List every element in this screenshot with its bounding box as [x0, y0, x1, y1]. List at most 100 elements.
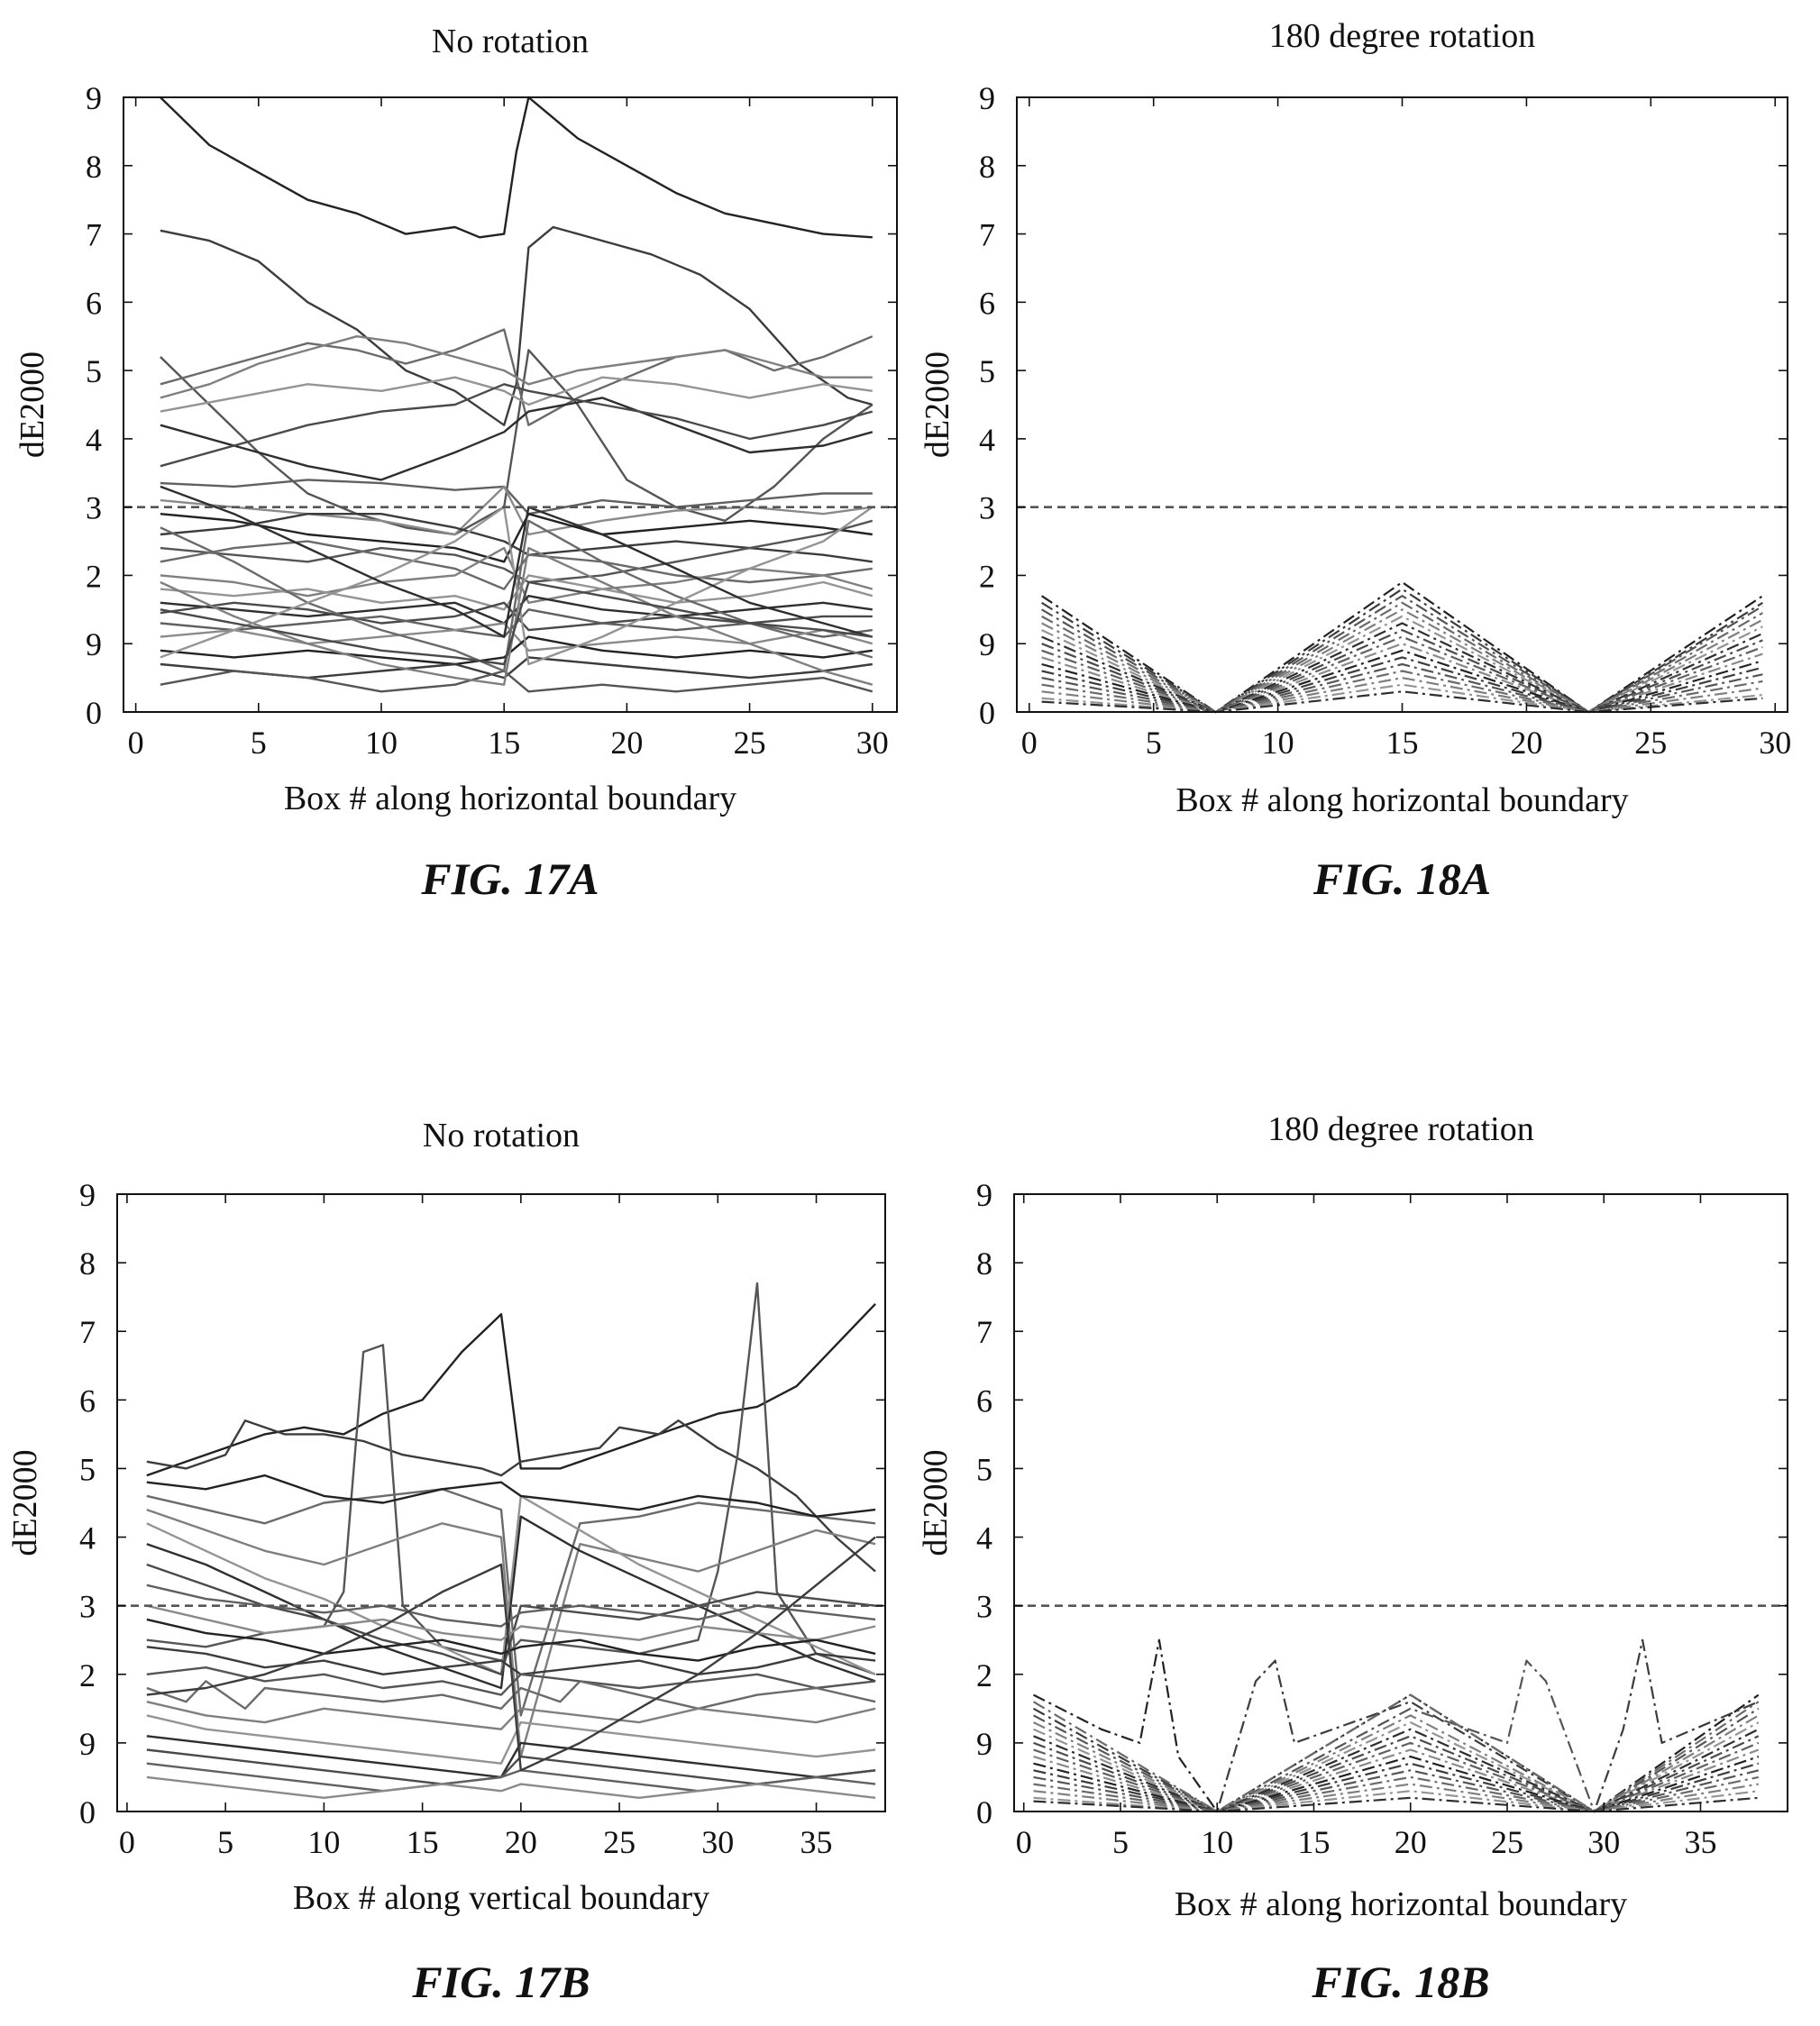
x-tick-label: 10	[365, 725, 398, 761]
figure-label: FIG. 18B	[1311, 1957, 1489, 2007]
x-tick-label: 5	[217, 1824, 233, 1860]
y-tick-label: 2	[79, 1657, 96, 1693]
x-tick-label: 5	[1112, 1824, 1129, 1860]
y-tick-label: 9	[86, 626, 102, 662]
series-line	[1033, 1741, 1760, 1813]
y-tick-label: 9	[979, 626, 995, 662]
series-line	[1033, 1714, 1760, 1813]
y-tick-label: 0	[979, 695, 995, 731]
series-line	[160, 479, 873, 516]
series-line	[1033, 1796, 1759, 1813]
series-line	[146, 1474, 876, 1518]
series-line	[146, 1604, 876, 1641]
series-line	[160, 513, 873, 563]
x-tick-label: 20	[1510, 725, 1542, 761]
series-group	[1040, 580, 1764, 714]
series-group	[1032, 1638, 1760, 1813]
series-line	[1033, 1735, 1760, 1813]
chart-title: No rotation	[423, 1117, 580, 1154]
y-tick-label: 4	[976, 1520, 992, 1556]
series-line	[160, 96, 873, 239]
series-line	[146, 1583, 876, 1628]
series-line	[160, 622, 873, 652]
series-group	[160, 96, 873, 693]
y-tick-label: 4	[979, 422, 995, 458]
y-tick-label: 9	[976, 1177, 992, 1213]
series-line	[1033, 1783, 1759, 1813]
series-line	[146, 1735, 876, 1779]
y-tick-label: 3	[86, 490, 102, 526]
y-axis-label: dE2000	[6, 1449, 44, 1556]
series-group	[146, 1282, 876, 1800]
y-tick-label: 5	[976, 1451, 992, 1487]
series-line	[146, 1536, 876, 1772]
x-tick-label: 35	[1684, 1824, 1716, 1860]
y-tick-label: 0	[79, 1794, 96, 1830]
x-tick-label: 25	[1491, 1824, 1523, 1860]
y-tick-label: 8	[79, 1246, 96, 1282]
series-line	[1041, 628, 1763, 714]
x-tick-label: 15	[1297, 1824, 1330, 1860]
y-tick-label: 0	[976, 1794, 992, 1830]
x-axis-label: Box # along vertical boundary	[293, 1879, 709, 1917]
y-tick-label: 6	[79, 1383, 96, 1419]
series-line	[1041, 690, 1763, 714]
y-tick-label: 3	[979, 490, 995, 526]
series-line	[1041, 649, 1763, 714]
series-line	[160, 485, 873, 638]
x-tick-label: 25	[1634, 725, 1667, 761]
chart-title: 180 degree rotation	[1269, 17, 1535, 55]
y-tick-label: 8	[976, 1246, 992, 1282]
figure-label: FIG. 17B	[411, 1957, 590, 2007]
y-tick-label: 3	[976, 1589, 992, 1625]
x-tick-label: 0	[1016, 1824, 1032, 1860]
figure-label: FIG. 17A	[420, 853, 599, 904]
y-tick-label: 7	[79, 1314, 96, 1350]
series-line	[160, 506, 873, 666]
y-tick-label: 9	[976, 1726, 992, 1762]
series-line	[160, 670, 873, 693]
x-tick-label: 10	[1262, 725, 1294, 761]
fig-17b-chart: No rotation 0 9 2 3 4 5 6 7 8 9 0 5 10 15 20 25 30 35 Box #…	[6, 1117, 886, 2007]
series-line	[1033, 1748, 1760, 1813]
y-tick-label: 5	[86, 353, 102, 389]
series-line	[1041, 670, 1763, 714]
series-line	[1033, 1775, 1760, 1813]
series-line	[1041, 643, 1763, 714]
y-tick-label: 9	[79, 1177, 96, 1213]
series-line	[146, 1302, 876, 1477]
x-tick-label: 30	[701, 1824, 734, 1860]
y-tick-label: 4	[86, 422, 102, 458]
x-tick-label: 0	[119, 1824, 135, 1860]
x-tick-label: 0	[1021, 725, 1038, 761]
x-tick-label: 20	[1395, 1824, 1427, 1860]
y-tick-label: 8	[979, 149, 995, 185]
y-tick-label: 6	[979, 285, 995, 321]
series-line	[146, 1775, 876, 1800]
series-line	[160, 595, 873, 625]
series-line	[1033, 1769, 1760, 1813]
y-tick-label: 6	[86, 285, 102, 321]
x-axis-label: Box # along horizontal boundary	[1175, 781, 1628, 819]
series-line	[146, 1618, 876, 1662]
chart-title: 180 degree rotation	[1267, 1110, 1533, 1148]
series-line	[160, 546, 873, 686]
series-line	[146, 1563, 876, 1676]
x-tick-label: 0	[128, 725, 144, 761]
x-axis-label: Box # along horizontal boundary	[1175, 1885, 1627, 1923]
series-line	[146, 1488, 876, 1717]
series-line	[160, 513, 873, 563]
x-tick-label: 25	[603, 1824, 636, 1860]
y-tick-label: 7	[86, 217, 102, 253]
series-line	[160, 635, 873, 666]
series-line	[160, 383, 873, 468]
series-line	[146, 1508, 876, 1758]
y-tick-label: 9	[79, 1726, 96, 1762]
series-line	[160, 349, 873, 536]
chart-title: No rotation	[432, 23, 589, 60]
x-tick-label: 5	[1146, 725, 1162, 761]
x-tick-label: 20	[610, 725, 643, 761]
series-line	[160, 580, 873, 666]
y-tick-label: 2	[86, 558, 102, 594]
